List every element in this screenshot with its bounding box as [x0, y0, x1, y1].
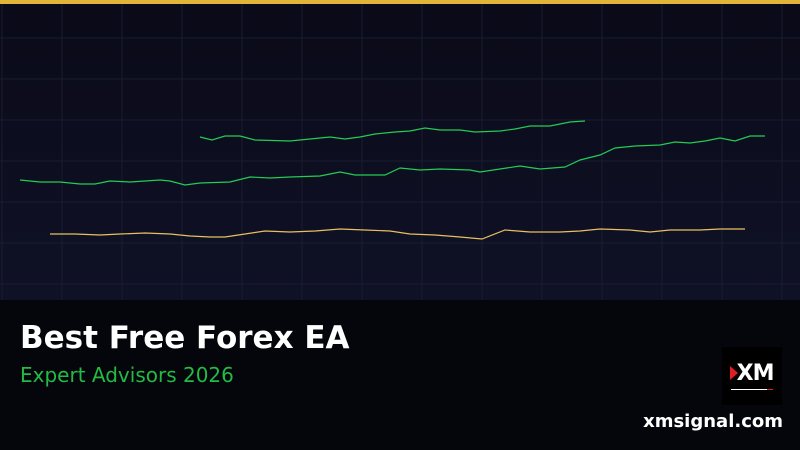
decorative-chart: [0, 4, 800, 300]
logo-text: XM: [730, 361, 775, 386]
top-accent-bar: [0, 0, 800, 4]
chart-lines: [0, 4, 800, 300]
price-line-1: [199, 120, 586, 142]
logo-underline-red: [767, 389, 773, 390]
banner-subtitle: Expert Advisors 2026: [20, 363, 234, 387]
price-line-3: [50, 228, 745, 240]
site-url: xmsignal.com: [643, 411, 783, 432]
xm-logo: XM: [722, 347, 782, 405]
logo-red-triangle: [730, 366, 738, 380]
price-line-2: [19, 135, 765, 186]
banner-title: Best Free Forex EA: [20, 320, 350, 356]
logo-underline: [731, 389, 771, 390]
